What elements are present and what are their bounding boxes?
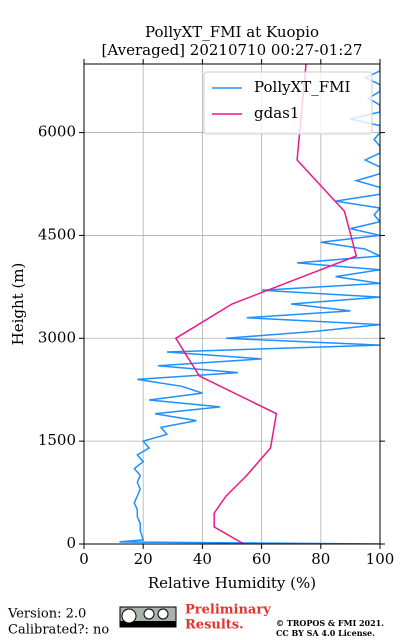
legend-label: gdas1: [254, 104, 299, 122]
results: Results.: [185, 618, 244, 633]
x-tick-label: 60: [252, 550, 271, 568]
legend-box: [203, 71, 373, 135]
chart-title: PollyXT_FMI at Kuopio: [145, 23, 319, 41]
y-tick-label: 1500: [38, 431, 76, 449]
calibrated: Calibrated?: no: [8, 623, 109, 638]
y-tick-label: 4500: [38, 225, 76, 243]
x-tick-label: 80: [311, 550, 330, 568]
copyright: © TROPOS & FMI 2021.: [276, 618, 384, 628]
plot-frame: [83, 63, 381, 545]
x-tick-label: 40: [193, 550, 212, 568]
license: CC BY SA 4.0 License.: [276, 628, 375, 638]
preliminary: Preliminary: [185, 603, 271, 618]
y-tick-label: 0: [66, 534, 76, 552]
cc-logo: [119, 606, 177, 628]
y-tick-label: 6000: [38, 123, 76, 141]
x-tick-label: 100: [366, 550, 395, 568]
data-line: [119, 64, 380, 544]
x-axis-label: Relative Humidity (%): [148, 574, 316, 592]
y-axis-label: Height (m): [9, 263, 27, 346]
x-tick-label: 0: [79, 550, 89, 568]
x-tick-label: 20: [134, 550, 153, 568]
legend-label: PollyXT_FMI: [254, 78, 351, 96]
y-tick-label: 3000: [38, 328, 76, 346]
version: Version: 2.0: [7, 607, 86, 622]
data-line: [174, 64, 358, 544]
chart-subtitle: [Averaged] 20210710 00:27-01:27: [102, 41, 363, 59]
